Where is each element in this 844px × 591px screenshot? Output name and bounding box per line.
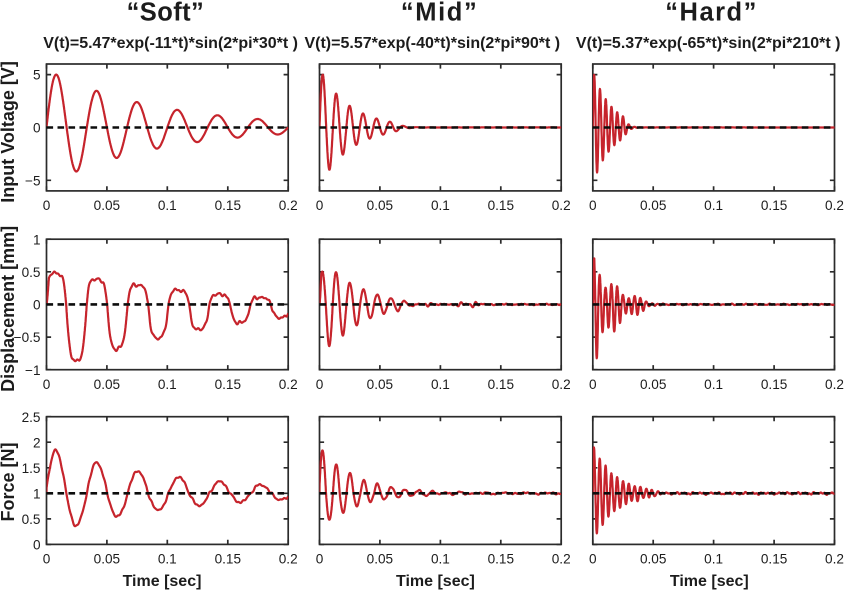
svg-text:0.05: 0.05: [367, 552, 393, 567]
svg-text:1: 1: [33, 486, 41, 501]
svg-text:0.5: 0.5: [22, 265, 41, 280]
svg-text:“Soft”: “Soft”: [127, 0, 204, 27]
svg-text:Force [N]: Force [N]: [0, 442, 18, 521]
svg-text:0: 0: [589, 552, 597, 567]
svg-text:0: 0: [33, 298, 41, 313]
svg-text:0.2: 0.2: [825, 198, 844, 213]
svg-text:0.1: 0.1: [158, 552, 177, 567]
svg-text:0.1: 0.1: [431, 377, 450, 392]
svg-text:0.1: 0.1: [158, 377, 177, 392]
svg-text:−5: −5: [25, 173, 41, 188]
svg-text:0.05: 0.05: [367, 198, 393, 213]
svg-text:“Hard”: “Hard”: [665, 0, 758, 27]
svg-text:0.15: 0.15: [488, 552, 514, 567]
svg-text:0.2: 0.2: [552, 552, 571, 567]
svg-text:Time [sec]: Time [sec]: [123, 573, 202, 590]
svg-text:Displacement [mm]: Displacement [mm]: [0, 226, 18, 392]
svg-text:0: 0: [316, 552, 324, 567]
svg-text:0.05: 0.05: [94, 377, 120, 392]
svg-text:0.2: 0.2: [825, 377, 844, 392]
svg-text:0: 0: [589, 377, 597, 392]
svg-text:1: 1: [33, 232, 41, 247]
svg-text:1.5: 1.5: [22, 461, 41, 476]
svg-text:0.15: 0.15: [488, 377, 514, 392]
svg-text:−1: −1: [25, 363, 41, 378]
svg-text:0: 0: [33, 538, 41, 553]
svg-text:0.15: 0.15: [761, 552, 787, 567]
svg-text:0.2: 0.2: [552, 377, 571, 392]
svg-text:0.1: 0.1: [704, 377, 723, 392]
svg-text:0.15: 0.15: [761, 377, 787, 392]
svg-text:0: 0: [589, 198, 597, 213]
svg-text:0: 0: [43, 377, 51, 392]
svg-text:2: 2: [33, 435, 41, 450]
svg-text:0.05: 0.05: [640, 198, 666, 213]
svg-text:0.2: 0.2: [279, 198, 298, 213]
svg-text:0.1: 0.1: [704, 198, 723, 213]
svg-text:0.05: 0.05: [640, 552, 666, 567]
svg-text:0.2: 0.2: [552, 198, 571, 213]
svg-text:0.5: 0.5: [22, 512, 41, 527]
svg-text:V(t)=5.57*exp(-40*t)*sin(2*pi*: V(t)=5.57*exp(-40*t)*sin(2*pi*90*t ): [304, 35, 560, 52]
svg-text:0.2: 0.2: [279, 552, 298, 567]
svg-text:0: 0: [33, 121, 41, 136]
svg-text:2.5: 2.5: [22, 410, 41, 425]
svg-text:0: 0: [316, 198, 324, 213]
svg-text:Time [sec]: Time [sec]: [396, 573, 475, 590]
svg-text:V(t)=5.37*exp(-65*t)*sin(2*pi*: V(t)=5.37*exp(-65*t)*sin(2*pi*210*t ): [576, 35, 841, 52]
svg-text:Input Voltage [V]: Input Voltage [V]: [0, 61, 18, 203]
svg-text:0: 0: [43, 198, 51, 213]
svg-text:0.1: 0.1: [431, 198, 450, 213]
svg-text:0.1: 0.1: [704, 552, 723, 567]
svg-text:“Mid”: “Mid”: [401, 0, 478, 27]
svg-text:0.2: 0.2: [825, 552, 844, 567]
svg-text:0.1: 0.1: [431, 552, 450, 567]
svg-text:0.1: 0.1: [158, 198, 177, 213]
svg-text:0.05: 0.05: [640, 377, 666, 392]
svg-text:0.15: 0.15: [488, 198, 514, 213]
svg-text:V(t)=5.47*exp(-11*t)*sin(2*pi*: V(t)=5.47*exp(-11*t)*sin(2*pi*30*t ): [43, 35, 298, 52]
svg-text:0: 0: [316, 377, 324, 392]
svg-text:0.15: 0.15: [215, 552, 241, 567]
svg-text:5: 5: [33, 68, 41, 83]
svg-text:0.2: 0.2: [279, 377, 298, 392]
svg-text:0.05: 0.05: [367, 377, 393, 392]
svg-text:0.05: 0.05: [94, 198, 120, 213]
svg-text:0.15: 0.15: [761, 198, 787, 213]
svg-text:0.05: 0.05: [94, 552, 120, 567]
svg-text:Time [sec]: Time [sec]: [670, 573, 749, 590]
svg-text:−0.5: −0.5: [14, 330, 41, 345]
svg-text:0: 0: [43, 552, 51, 567]
svg-text:0.15: 0.15: [215, 377, 241, 392]
svg-text:0.15: 0.15: [215, 198, 241, 213]
